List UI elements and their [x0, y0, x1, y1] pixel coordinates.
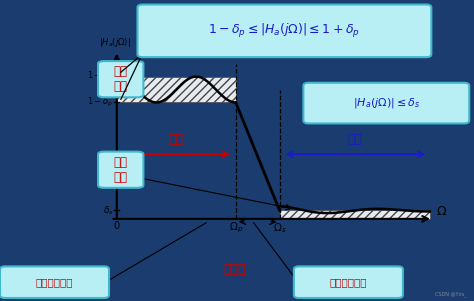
Text: $1+\delta_p$: $1+\delta_p$: [88, 70, 114, 83]
Text: 阻带截止频率: 阻带截止频率: [329, 277, 367, 287]
Text: 阻带: 阻带: [347, 133, 362, 147]
Text: 过渡带: 过渡带: [223, 263, 246, 276]
Polygon shape: [117, 77, 236, 102]
Text: 通带: 通带: [169, 133, 184, 147]
FancyBboxPatch shape: [98, 61, 144, 97]
Text: $\Omega$: $\Omega$: [436, 205, 447, 218]
Text: $|H_a(j\Omega)| \leq \delta_s$: $|H_a(j\Omega)| \leq \delta_s$: [353, 96, 420, 110]
Text: $\delta_s$: $\delta_s$: [103, 204, 114, 217]
Text: $|H_a(j\Omega)|$: $|H_a(j\Omega)|$: [99, 36, 131, 49]
Text: 通带
波纹: 通带 波纹: [114, 65, 128, 93]
Text: 阻带
波纹: 阻带 波纹: [114, 156, 128, 184]
Text: $1-\delta_p$: $1-\delta_p$: [88, 96, 114, 109]
Polygon shape: [280, 210, 430, 219]
Text: $\Omega_p$: $\Omega_p$: [228, 221, 243, 235]
FancyBboxPatch shape: [98, 152, 144, 188]
Text: $\Omega_s$: $\Omega_s$: [273, 221, 286, 234]
Text: CSDN @Yirs_: CSDN @Yirs_: [435, 292, 467, 297]
Text: 通带截止频率: 通带截止频率: [36, 277, 73, 287]
Text: $1-\delta_p \leq |H_a(j\Omega)| \leq 1+\delta_p$: $1-\delta_p \leq |H_a(j\Omega)| \leq 1+\…: [209, 22, 360, 40]
Text: 0: 0: [114, 221, 120, 231]
